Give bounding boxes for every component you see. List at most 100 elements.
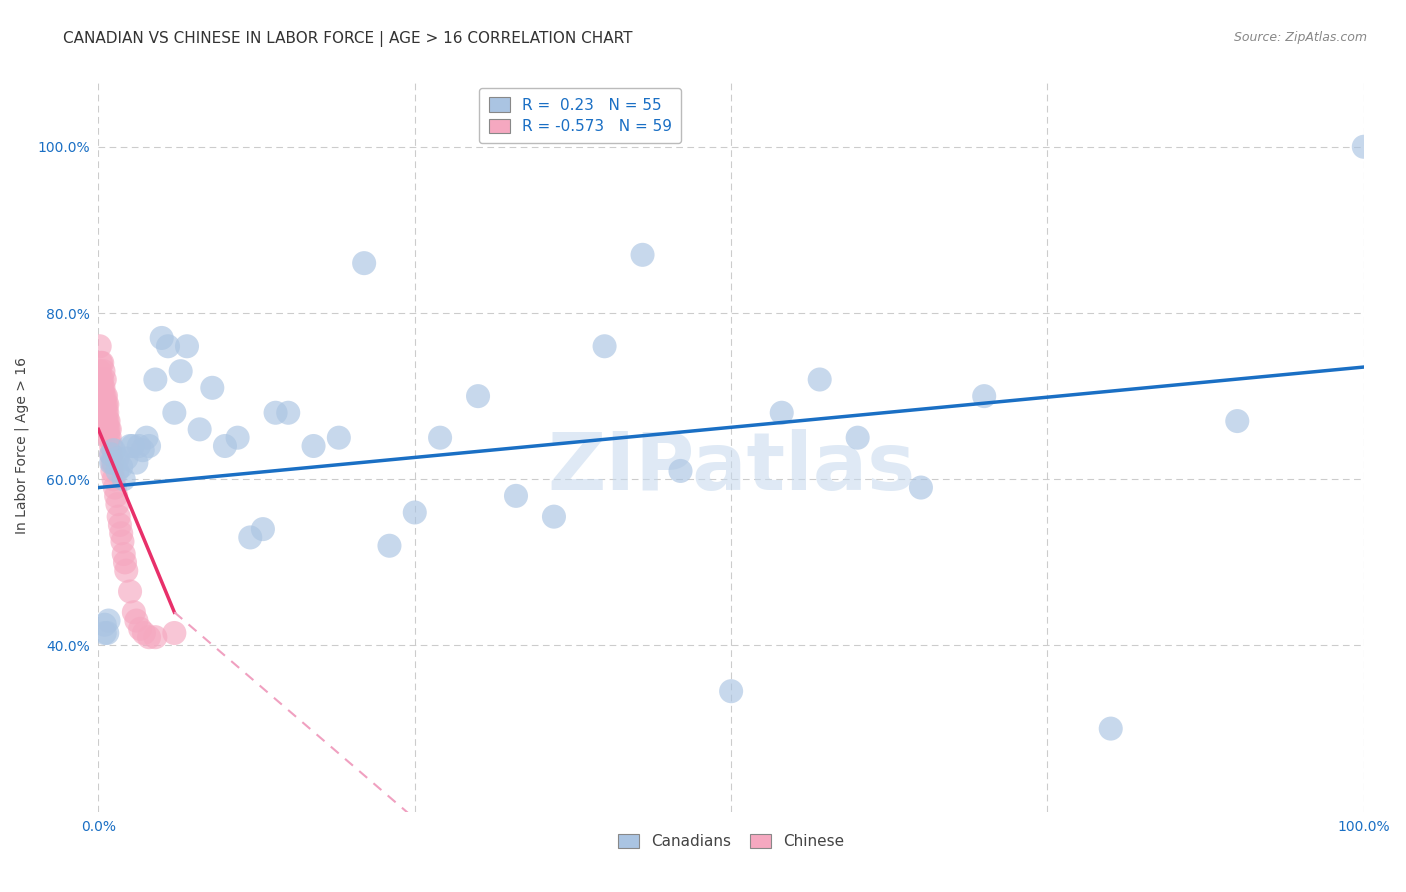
Point: [100, 439, 122, 453]
Point: [93, 389, 115, 403]
Point: [264, 406, 287, 420]
Point: [101, 464, 124, 478]
Point: [93, 364, 115, 378]
Point: [115, 564, 138, 578]
Point: [115, 451, 138, 466]
Point: [91, 381, 114, 395]
Point: [201, 381, 224, 395]
Point: [1099, 722, 1122, 736]
Point: [107, 464, 129, 478]
Point: [97, 422, 120, 436]
Point: [98, 422, 121, 436]
Point: [226, 431, 249, 445]
Point: [129, 622, 152, 636]
Text: Source: ZipAtlas.com: Source: ZipAtlas.com: [1233, 31, 1367, 45]
Point: [111, 534, 134, 549]
Point: [107, 509, 129, 524]
Point: [90, 356, 112, 370]
Point: [96, 406, 118, 420]
Point: [669, 464, 692, 478]
Point: [122, 605, 145, 619]
Point: [467, 389, 489, 403]
Point: [543, 509, 565, 524]
Point: [93, 626, 117, 640]
Point: [277, 406, 299, 420]
Point: [93, 389, 117, 403]
Point: [103, 472, 125, 486]
Point: [103, 456, 125, 470]
Point: [94, 414, 117, 428]
Point: [138, 630, 160, 644]
Point: [112, 472, 135, 486]
Point: [631, 248, 654, 262]
Point: [135, 431, 157, 445]
Point: [720, 684, 742, 698]
Point: [593, 339, 616, 353]
Point: [103, 443, 125, 458]
Point: [808, 372, 831, 386]
Point: [328, 431, 350, 445]
Point: [91, 397, 114, 411]
Point: [1226, 414, 1249, 428]
Point: [94, 397, 117, 411]
Point: [125, 456, 148, 470]
Point: [93, 397, 115, 411]
Point: [91, 389, 114, 403]
Point: [188, 422, 211, 436]
Point: [96, 626, 118, 640]
Point: [91, 356, 114, 370]
Point: [101, 456, 124, 470]
Point: [429, 431, 451, 445]
Point: [378, 539, 401, 553]
Point: [100, 447, 122, 461]
Point: [157, 339, 180, 353]
Point: [100, 447, 122, 461]
Text: CANADIAN VS CHINESE IN LABOR FORCE | AGE > 16 CORRELATION CHART: CANADIAN VS CHINESE IN LABOR FORCE | AGE…: [63, 31, 633, 47]
Point: [100, 456, 122, 470]
Point: [132, 626, 155, 640]
Y-axis label: In Labor Force | Age > 16: In Labor Force | Age > 16: [14, 358, 30, 534]
Point: [252, 522, 274, 536]
Point: [112, 547, 135, 561]
Point: [302, 439, 325, 453]
Point: [91, 372, 114, 386]
Point: [97, 414, 120, 428]
Point: [846, 431, 869, 445]
Text: ZIPatlas: ZIPatlas: [547, 429, 915, 507]
Point: [176, 339, 198, 353]
Point: [89, 364, 111, 378]
Point: [107, 497, 129, 511]
Point: [96, 397, 118, 411]
Point: [145, 630, 166, 644]
Point: [973, 389, 995, 403]
Point: [90, 389, 112, 403]
Point: [110, 459, 132, 474]
Point: [138, 439, 160, 453]
Point: [93, 617, 117, 632]
Point: [97, 431, 120, 445]
Point: [94, 389, 117, 403]
Point: [125, 614, 148, 628]
Point: [98, 431, 121, 445]
Point: [104, 481, 127, 495]
Point: [97, 614, 120, 628]
Point: [89, 339, 111, 353]
Point: [239, 530, 262, 544]
Point: [91, 414, 114, 428]
Point: [110, 526, 132, 541]
Point: [404, 506, 426, 520]
Point: [107, 451, 129, 466]
Point: [90, 397, 112, 411]
Point: [94, 406, 117, 420]
Point: [91, 406, 114, 420]
Point: [108, 518, 131, 533]
Point: [114, 555, 136, 569]
Point: [93, 381, 115, 395]
Point: [90, 406, 112, 420]
Point: [96, 414, 118, 428]
Point: [89, 389, 111, 403]
Point: [93, 406, 115, 420]
Point: [120, 439, 141, 453]
Legend: Canadians, Chinese: Canadians, Chinese: [612, 828, 851, 855]
Point: [128, 439, 150, 453]
